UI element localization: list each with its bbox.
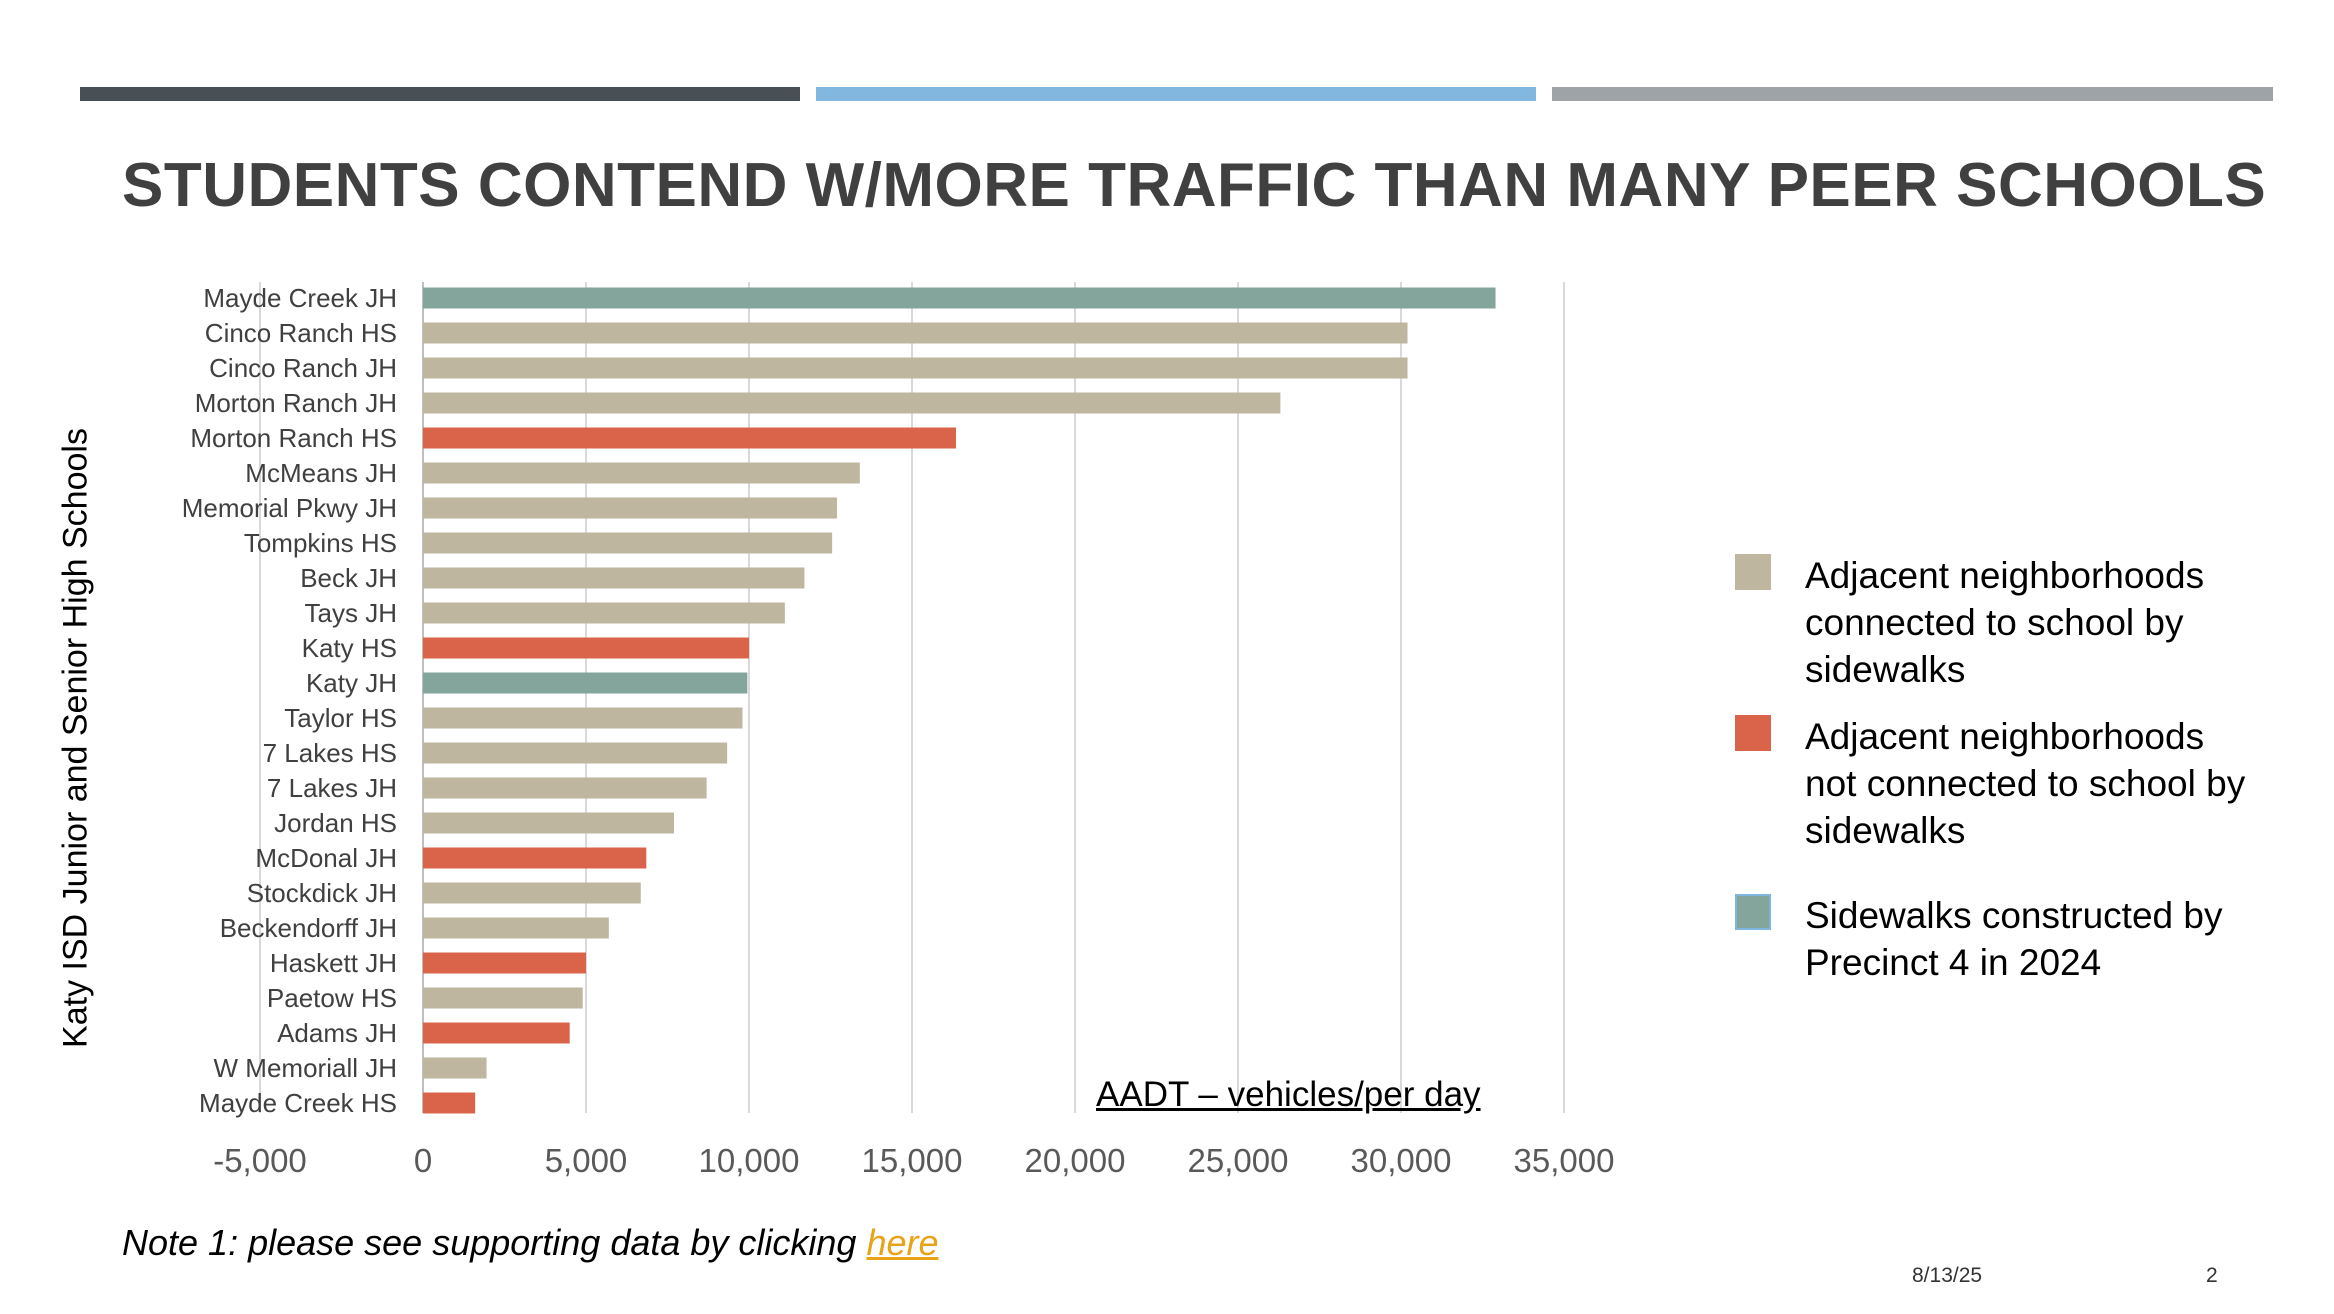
top-accent-bar-gray [1552,87,2273,101]
y-tick-label: Stockdick JH [247,878,397,908]
y-tick-label: Beckendorff JH [220,913,397,943]
bar [423,532,833,554]
bar [423,707,743,729]
y-tick-label: Taylor HS [284,703,397,733]
bar [423,392,1281,414]
bar [423,357,1408,379]
slide-number: 2 [2206,1264,2218,1287]
top-accent-bar-blue [816,87,1536,101]
slide-date: 8/13/25 [1912,1264,1983,1287]
supporting-data-link[interactable]: here [866,1222,939,1263]
x-axis-title: AADT – vehicles/per day [1096,1075,1481,1114]
bar [423,777,707,799]
y-tick-label: Jordan HS [274,808,397,838]
legend-swatch-connected [1735,554,1771,590]
bar [423,672,748,694]
y-tick-label: Paetow HS [267,983,397,1013]
y-tick-label: 7 Lakes HS [263,738,397,768]
bar [423,1057,487,1079]
bar [423,637,749,659]
top-accent-bar-dark [80,87,800,101]
bar [423,287,1496,309]
y-tick-label: Memorial Pkwy JH [182,493,397,523]
bar [423,917,609,939]
x-tick-label: 5,000 [545,1142,628,1179]
legend-label-precinct: Sidewalks constructed by Precinct 4 in 2… [1805,895,2223,983]
bar [423,882,641,904]
legend-swatch-not-connected [1735,715,1771,751]
x-tick-label: 15,000 [862,1142,963,1179]
x-tick-label: 20,000 [1025,1142,1126,1179]
y-tick-label: Cinco Ranch JH [209,353,397,383]
y-tick-label: Mayde Creek JH [203,283,397,313]
y-tick-label: McMeans JH [245,458,397,488]
y-tick-label: Morton Ranch HS [190,423,397,453]
bar [423,952,586,974]
slide-title: STUDENTS CONTEND W/MORE TRAFFIC THAN MAN… [122,151,2267,220]
bar [423,602,785,624]
bar [423,567,805,589]
legend-item-connected: Adjacent neighborhoods connected to scho… [1735,552,2255,693]
bar [423,812,675,834]
footnote: Note 1: please see supporting data by cl… [122,1222,939,1264]
y-tick-label: Katy JH [306,668,397,698]
x-tick-label: 10,000 [699,1142,800,1179]
bar [423,987,583,1009]
bar [423,1092,476,1114]
bar [423,322,1408,344]
legend-label-not-connected: Adjacent neighborhoods not connected to … [1805,716,2246,851]
bar [423,462,860,484]
y-tick-label: W Memoriall JH [214,1053,397,1083]
y-tick-label: Haskett JH [270,948,397,978]
bar [423,427,957,449]
y-tick-label: Adams JH [277,1018,397,1048]
y-tick-label: Beck JH [300,563,397,593]
legend-item-not-connected: Adjacent neighborhoods not connected to … [1735,713,2255,854]
bar [423,847,647,869]
legend-label-connected: Adjacent neighborhoods connected to scho… [1805,555,2205,690]
bar [423,497,838,519]
y-tick-label: Tays JH [305,598,397,628]
legend-item-precinct: Sidewalks constructed by Precinct 4 in 2… [1735,892,2255,986]
bar [423,1022,570,1044]
x-tick-label: 0 [414,1142,432,1179]
y-tick-label: Cinco Ranch HS [205,318,397,348]
x-tick-label: 30,000 [1351,1142,1452,1179]
x-tick-label: -5,000 [213,1142,307,1179]
x-tick-label: 25,000 [1188,1142,1289,1179]
chart-legend: Adjacent neighborhoods connected to scho… [1735,552,2255,986]
y-tick-label: Katy HS [302,633,397,663]
legend-swatch-precinct [1735,894,1771,930]
footnote-text: Note 1: please see supporting data by cl… [122,1222,867,1263]
y-tick-label: Mayde Creek HS [199,1088,397,1118]
y-tick-label: Morton Ranch JH [195,388,397,418]
y-tick-label: 7 Lakes JH [267,773,397,803]
bar [423,742,728,764]
y-tick-label: McDonal JH [255,843,397,873]
y-axis-title: Katy ISD Junior and Senior High Schools [56,428,95,1048]
y-tick-label: Tompkins HS [244,528,397,558]
x-tick-label: 35,000 [1514,1142,1615,1179]
